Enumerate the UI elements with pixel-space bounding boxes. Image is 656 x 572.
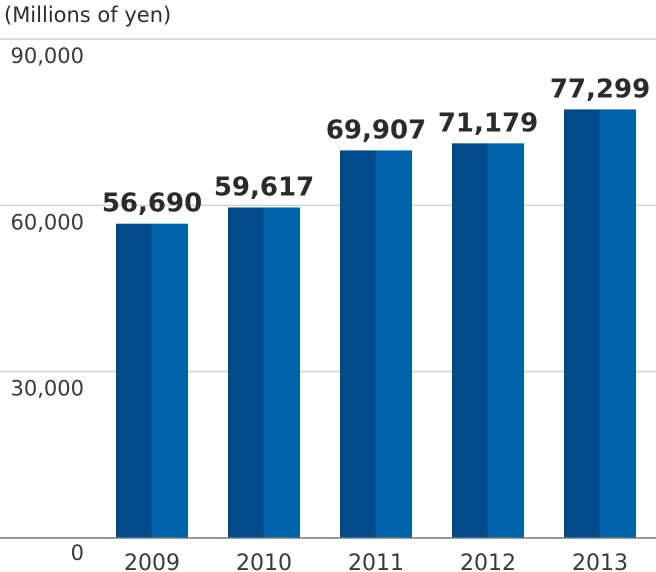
data-label: 59,617	[214, 172, 314, 202]
bar-right-half	[376, 150, 412, 538]
x-axis-ticks: 2009 2010 2011 2012 2013	[124, 551, 628, 572]
bar-2009	[116, 223, 188, 539]
bar-left-half	[564, 109, 600, 539]
gridlines	[0, 38, 656, 373]
bars	[116, 109, 636, 539]
data-label: 69,907	[326, 115, 426, 145]
y-tick-label: 30,000	[11, 377, 84, 401]
bar-right-half	[488, 143, 524, 538]
x-tick-label: 2009	[124, 551, 180, 572]
bar-right-half	[152, 223, 188, 539]
bar-2010	[228, 207, 300, 538]
bar-left-half	[452, 143, 488, 538]
bar-2011	[340, 150, 412, 538]
y-tick-label: 90,000	[11, 44, 84, 68]
y-axis-ticks: 0 30,000 60,000 90,000	[11, 44, 84, 565]
bar-right-half	[600, 109, 636, 539]
y-tick-label: 60,000	[11, 210, 84, 234]
x-tick-label: 2012	[460, 551, 516, 572]
bar-2013	[564, 109, 636, 539]
x-tick-label: 2010	[236, 551, 292, 572]
x-tick-label: 2011	[348, 551, 404, 572]
data-label: 77,299	[550, 74, 650, 104]
data-label: 56,690	[102, 189, 202, 219]
unit-label: (Millions of yen)	[4, 3, 171, 27]
y-tick-label: 0	[71, 541, 84, 565]
bar-2012	[452, 143, 524, 538]
bar-right-half	[264, 207, 300, 538]
data-labels: 56,690 59,617 69,907 71,179 77,299	[102, 74, 650, 218]
x-tick-label: 2013	[572, 551, 628, 572]
data-label: 71,179	[438, 108, 538, 138]
bar-left-half	[340, 150, 376, 538]
bar-left-half	[116, 223, 152, 539]
bar-left-half	[228, 207, 264, 538]
